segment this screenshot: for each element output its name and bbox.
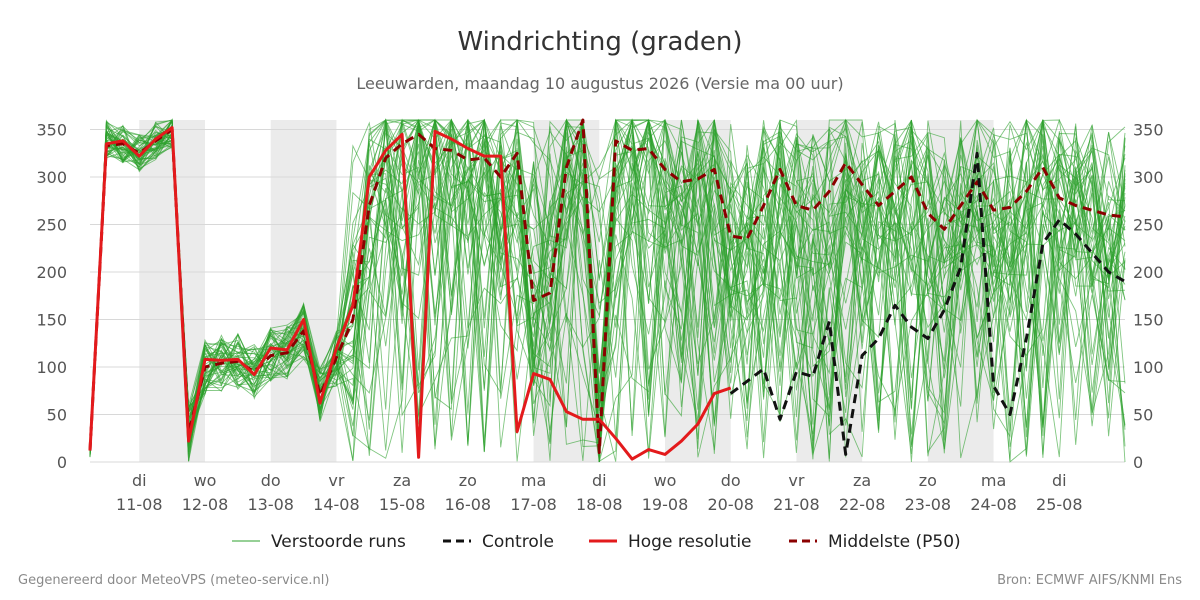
legend-label: Hoge resolutie (628, 532, 752, 552)
x-tick-day: wo (654, 471, 677, 490)
y-tick-label-right: 200 (1133, 263, 1164, 282)
x-tick-day: do (721, 471, 741, 490)
y-axis-left: 0 50 100 150 200 250 300 350 (36, 121, 67, 473)
x-tick-day: di (1052, 471, 1067, 490)
x-tick-date: 20-08 (707, 495, 754, 514)
x-tick-date: 14-08 (313, 495, 360, 514)
y-tick-label-right: 250 (1133, 216, 1164, 235)
y-tick-label-right: 150 (1133, 311, 1164, 330)
series-controle (729, 151, 1126, 456)
x-axis: di 11-08 wo 12-08 do 13-08 vr 14-08 za 15-08 zo 16-… (116, 471, 1083, 514)
chart-title: Windrichting (graden) (457, 27, 742, 57)
y-tick-label-right: 350 (1133, 121, 1164, 140)
y-axis-right: 0 50 100 150 200 250 300 350 (1133, 121, 1164, 473)
x-tick-date: 25-08 (1036, 495, 1083, 514)
y-tick-label: 250 (36, 216, 67, 235)
x-tick-date: 17-08 (510, 495, 557, 514)
y-tick-label: 0 (57, 453, 67, 472)
y-tick-label: 150 (36, 311, 67, 330)
x-tick-day: vr (788, 471, 804, 490)
y-tick-label: 100 (36, 358, 67, 377)
x-tick-day: wo (194, 471, 217, 490)
weekend-band-1 (270, 120, 337, 462)
x-tick-day: ma (521, 471, 546, 490)
x-tick-day: vr (328, 471, 344, 490)
series-hoge-resolutie (88, 126, 732, 461)
y-tick-label-right: 100 (1133, 358, 1164, 377)
y-tick-label: 300 (36, 168, 67, 187)
x-tick-day: di (592, 471, 607, 490)
x-tick-date: 22-08 (839, 495, 886, 514)
x-tick-day: do (261, 471, 281, 490)
x-tick-date: 19-08 (642, 495, 689, 514)
x-tick-day: di (132, 471, 147, 490)
legend-label: Middelste (P50) (828, 532, 961, 552)
x-tick-date: 24-08 (970, 495, 1017, 514)
footer-left: Gegenereerd door MeteoVPS (meteo-service… (18, 573, 329, 588)
legend: Verstoorde runs Controle Hoge resolutie Mid… (232, 532, 961, 552)
x-tick-date: 12-08 (182, 495, 229, 514)
ensemble-run (89, 119, 1126, 462)
x-tick-day: zo (919, 471, 937, 490)
legend-label: Controle (482, 532, 554, 552)
y-tick-label-right: 300 (1133, 168, 1164, 187)
y-tick-label: 50 (47, 406, 67, 425)
x-tick-date: 21-08 (773, 495, 820, 514)
x-tick-day: zo (459, 471, 477, 490)
chart-subtitle: Leeuwarden, maandag 10 augustus 2026 (Ve… (356, 74, 843, 93)
x-tick-day: za (853, 471, 871, 490)
x-tick-date: 15-08 (379, 495, 426, 514)
footer-right: Bron: ECMWF AIFS/KNMI Ens (997, 573, 1182, 588)
y-tick-label-right: 0 (1133, 453, 1143, 472)
x-tick-date: 18-08 (576, 495, 623, 514)
y-tick-label: 350 (36, 121, 67, 140)
x-tick-date: 23-08 (905, 495, 952, 514)
main-series (88, 118, 1126, 461)
x-tick-date: 11-08 (116, 495, 163, 514)
y-tick-label-right: 50 (1133, 406, 1153, 425)
x-tick-day: za (393, 471, 411, 490)
x-tick-date: 13-08 (247, 495, 294, 514)
x-tick-date: 16-08 (445, 495, 492, 514)
x-tick-day: ma (981, 471, 1006, 490)
y-tick-label: 200 (36, 263, 67, 282)
legend-label: Verstoorde runs (271, 532, 406, 552)
